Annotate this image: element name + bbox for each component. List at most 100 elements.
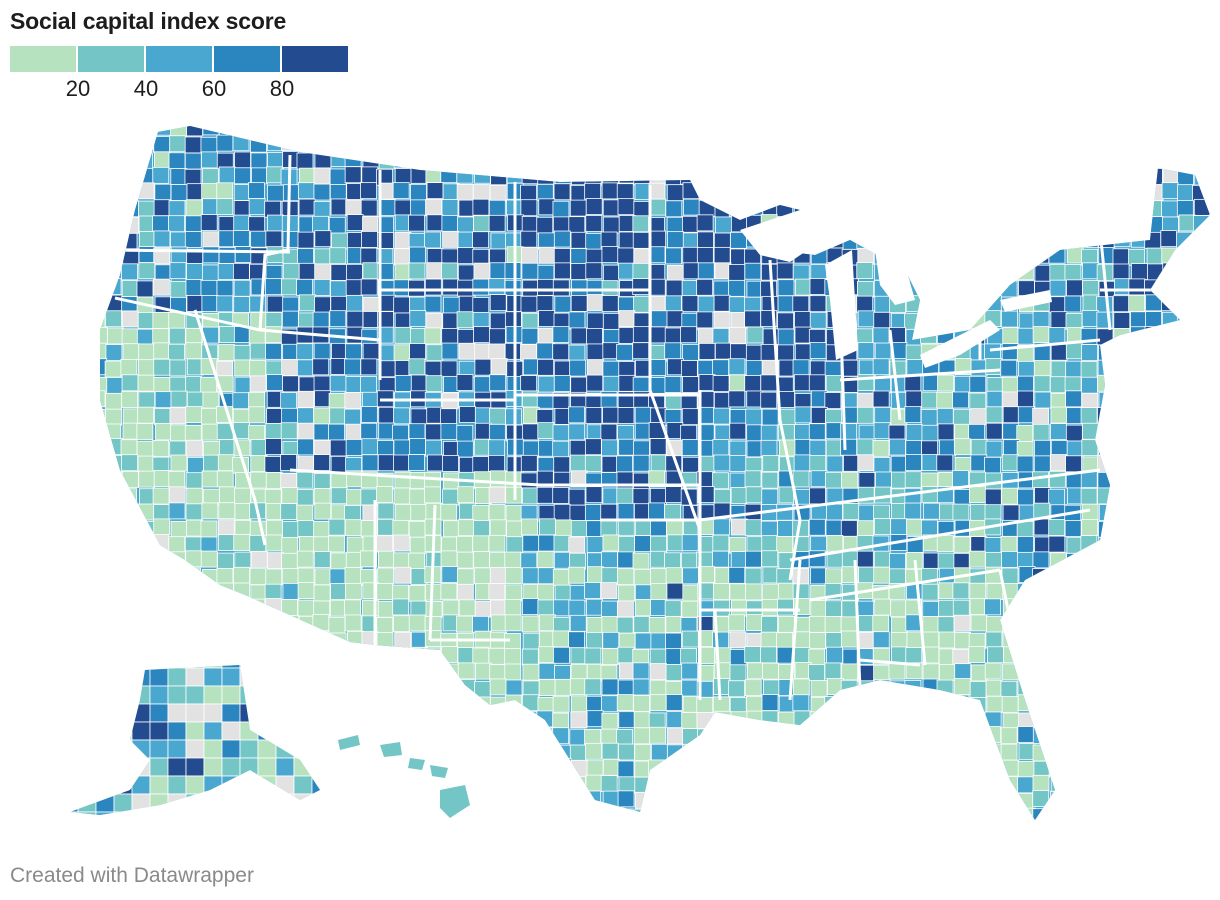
county-cell[interactable] — [489, 727, 506, 745]
county-cell[interactable] — [77, 667, 97, 687]
county-cell[interactable] — [969, 824, 985, 830]
county-cell[interactable] — [937, 808, 955, 825]
county-cell[interactable] — [296, 489, 314, 506]
county-cell[interactable] — [473, 438, 491, 456]
county-cell[interactable] — [1034, 696, 1052, 714]
county-cell[interactable] — [171, 823, 187, 830]
county-cell[interactable] — [184, 567, 201, 585]
county-cell[interactable] — [969, 392, 987, 410]
county-cell[interactable] — [472, 535, 490, 553]
county-cell[interactable] — [1003, 183, 1020, 201]
county-cell[interactable] — [649, 648, 667, 666]
county-cell[interactable] — [153, 342, 171, 360]
county-cell[interactable] — [1209, 649, 1220, 666]
county-cell[interactable] — [121, 374, 139, 392]
county-cell[interactable] — [250, 551, 268, 568]
county-cell[interactable] — [761, 408, 779, 426]
county-cell[interactable] — [810, 184, 828, 201]
county-cell[interactable] — [251, 167, 268, 185]
county-cell[interactable] — [121, 632, 139, 650]
county-cell[interactable] — [1081, 519, 1099, 536]
county-cell[interactable] — [584, 582, 601, 599]
county-cell[interactable] — [810, 792, 828, 810]
county-cell[interactable] — [89, 409, 106, 426]
county-cell[interactable] — [281, 310, 299, 328]
county-cell[interactable] — [1177, 168, 1194, 186]
county-cell[interactable] — [1193, 471, 1210, 489]
county-cell[interactable] — [1032, 246, 1050, 264]
county-cell[interactable] — [408, 454, 425, 471]
county-cell[interactable] — [346, 488, 363, 506]
county-cell[interactable] — [282, 375, 299, 393]
county-cell[interactable] — [1210, 135, 1220, 151]
county-cell[interactable] — [666, 134, 684, 152]
county-cell[interactable] — [746, 825, 762, 830]
county-cell[interactable] — [1034, 582, 1051, 600]
county-cell[interactable] — [1097, 407, 1114, 424]
county-cell[interactable] — [538, 662, 556, 680]
county-cell[interactable] — [186, 807, 204, 824]
county-cell[interactable] — [104, 423, 122, 441]
county-cell[interactable] — [792, 167, 809, 185]
county-cell[interactable] — [297, 134, 315, 152]
county-cell[interactable] — [1161, 343, 1178, 361]
county-cell[interactable] — [891, 807, 908, 824]
county-cell[interactable] — [344, 150, 362, 167]
county-cell[interactable] — [666, 792, 684, 810]
county-cell[interactable] — [920, 278, 938, 296]
county-cell[interactable] — [936, 310, 954, 328]
county-cell[interactable] — [409, 488, 427, 506]
county-cell[interactable] — [120, 358, 138, 376]
county-cell[interactable] — [1209, 262, 1220, 280]
county-cell[interactable] — [523, 729, 540, 746]
county-cell[interactable] — [1112, 150, 1130, 168]
county-cell[interactable] — [795, 278, 812, 296]
county-cell[interactable] — [984, 537, 1002, 554]
county-cell[interactable] — [424, 423, 442, 441]
county-cell[interactable] — [954, 120, 972, 137]
county-cell[interactable] — [282, 582, 300, 600]
county-cell[interactable] — [698, 791, 715, 809]
county-cell[interactable] — [568, 599, 586, 617]
county-cell[interactable] — [906, 728, 924, 746]
county-cell[interactable] — [728, 279, 746, 297]
county-cell[interactable] — [168, 502, 186, 520]
county-cell[interactable] — [714, 342, 732, 360]
county-cell[interactable] — [681, 534, 699, 552]
county-cell[interactable] — [1080, 775, 1098, 792]
county-cell[interactable] — [275, 685, 295, 705]
county-cell[interactable] — [1001, 487, 1019, 505]
county-cell[interactable] — [233, 279, 251, 297]
county-cell[interactable] — [793, 454, 811, 472]
county-cell[interactable] — [293, 757, 313, 777]
county-cell[interactable] — [121, 584, 139, 602]
county-cell[interactable] — [730, 487, 748, 504]
county-cell[interactable] — [584, 790, 602, 808]
county-cell[interactable] — [1176, 775, 1193, 793]
county-cell[interactable] — [858, 200, 875, 218]
county-cell[interactable] — [89, 632, 106, 650]
county-cell[interactable] — [459, 808, 476, 825]
county-cell[interactable] — [1048, 519, 1066, 536]
county-cell[interactable] — [121, 551, 139, 568]
county-cell[interactable] — [921, 486, 939, 504]
county-cell[interactable] — [377, 806, 395, 823]
county-cell[interactable] — [650, 519, 667, 537]
county-cell[interactable] — [1066, 775, 1084, 793]
county-cell[interactable] — [314, 390, 331, 408]
county-cell[interactable] — [1081, 376, 1098, 394]
county-cell[interactable] — [89, 726, 106, 744]
county-cell[interactable] — [275, 775, 295, 795]
county-cell[interactable] — [986, 825, 1002, 830]
county-cell[interactable] — [328, 518, 346, 536]
county-cell[interactable] — [858, 504, 876, 522]
county-cell[interactable] — [1097, 807, 1114, 823]
county-cell[interactable] — [1098, 630, 1116, 647]
county-cell[interactable] — [840, 630, 858, 648]
county-cell[interactable] — [472, 184, 490, 201]
county-cell[interactable] — [905, 662, 923, 680]
county-cell[interactable] — [890, 600, 908, 618]
county-cell[interactable] — [746, 200, 764, 217]
county-cell[interactable] — [969, 375, 987, 393]
county-cell[interactable] — [137, 182, 155, 200]
